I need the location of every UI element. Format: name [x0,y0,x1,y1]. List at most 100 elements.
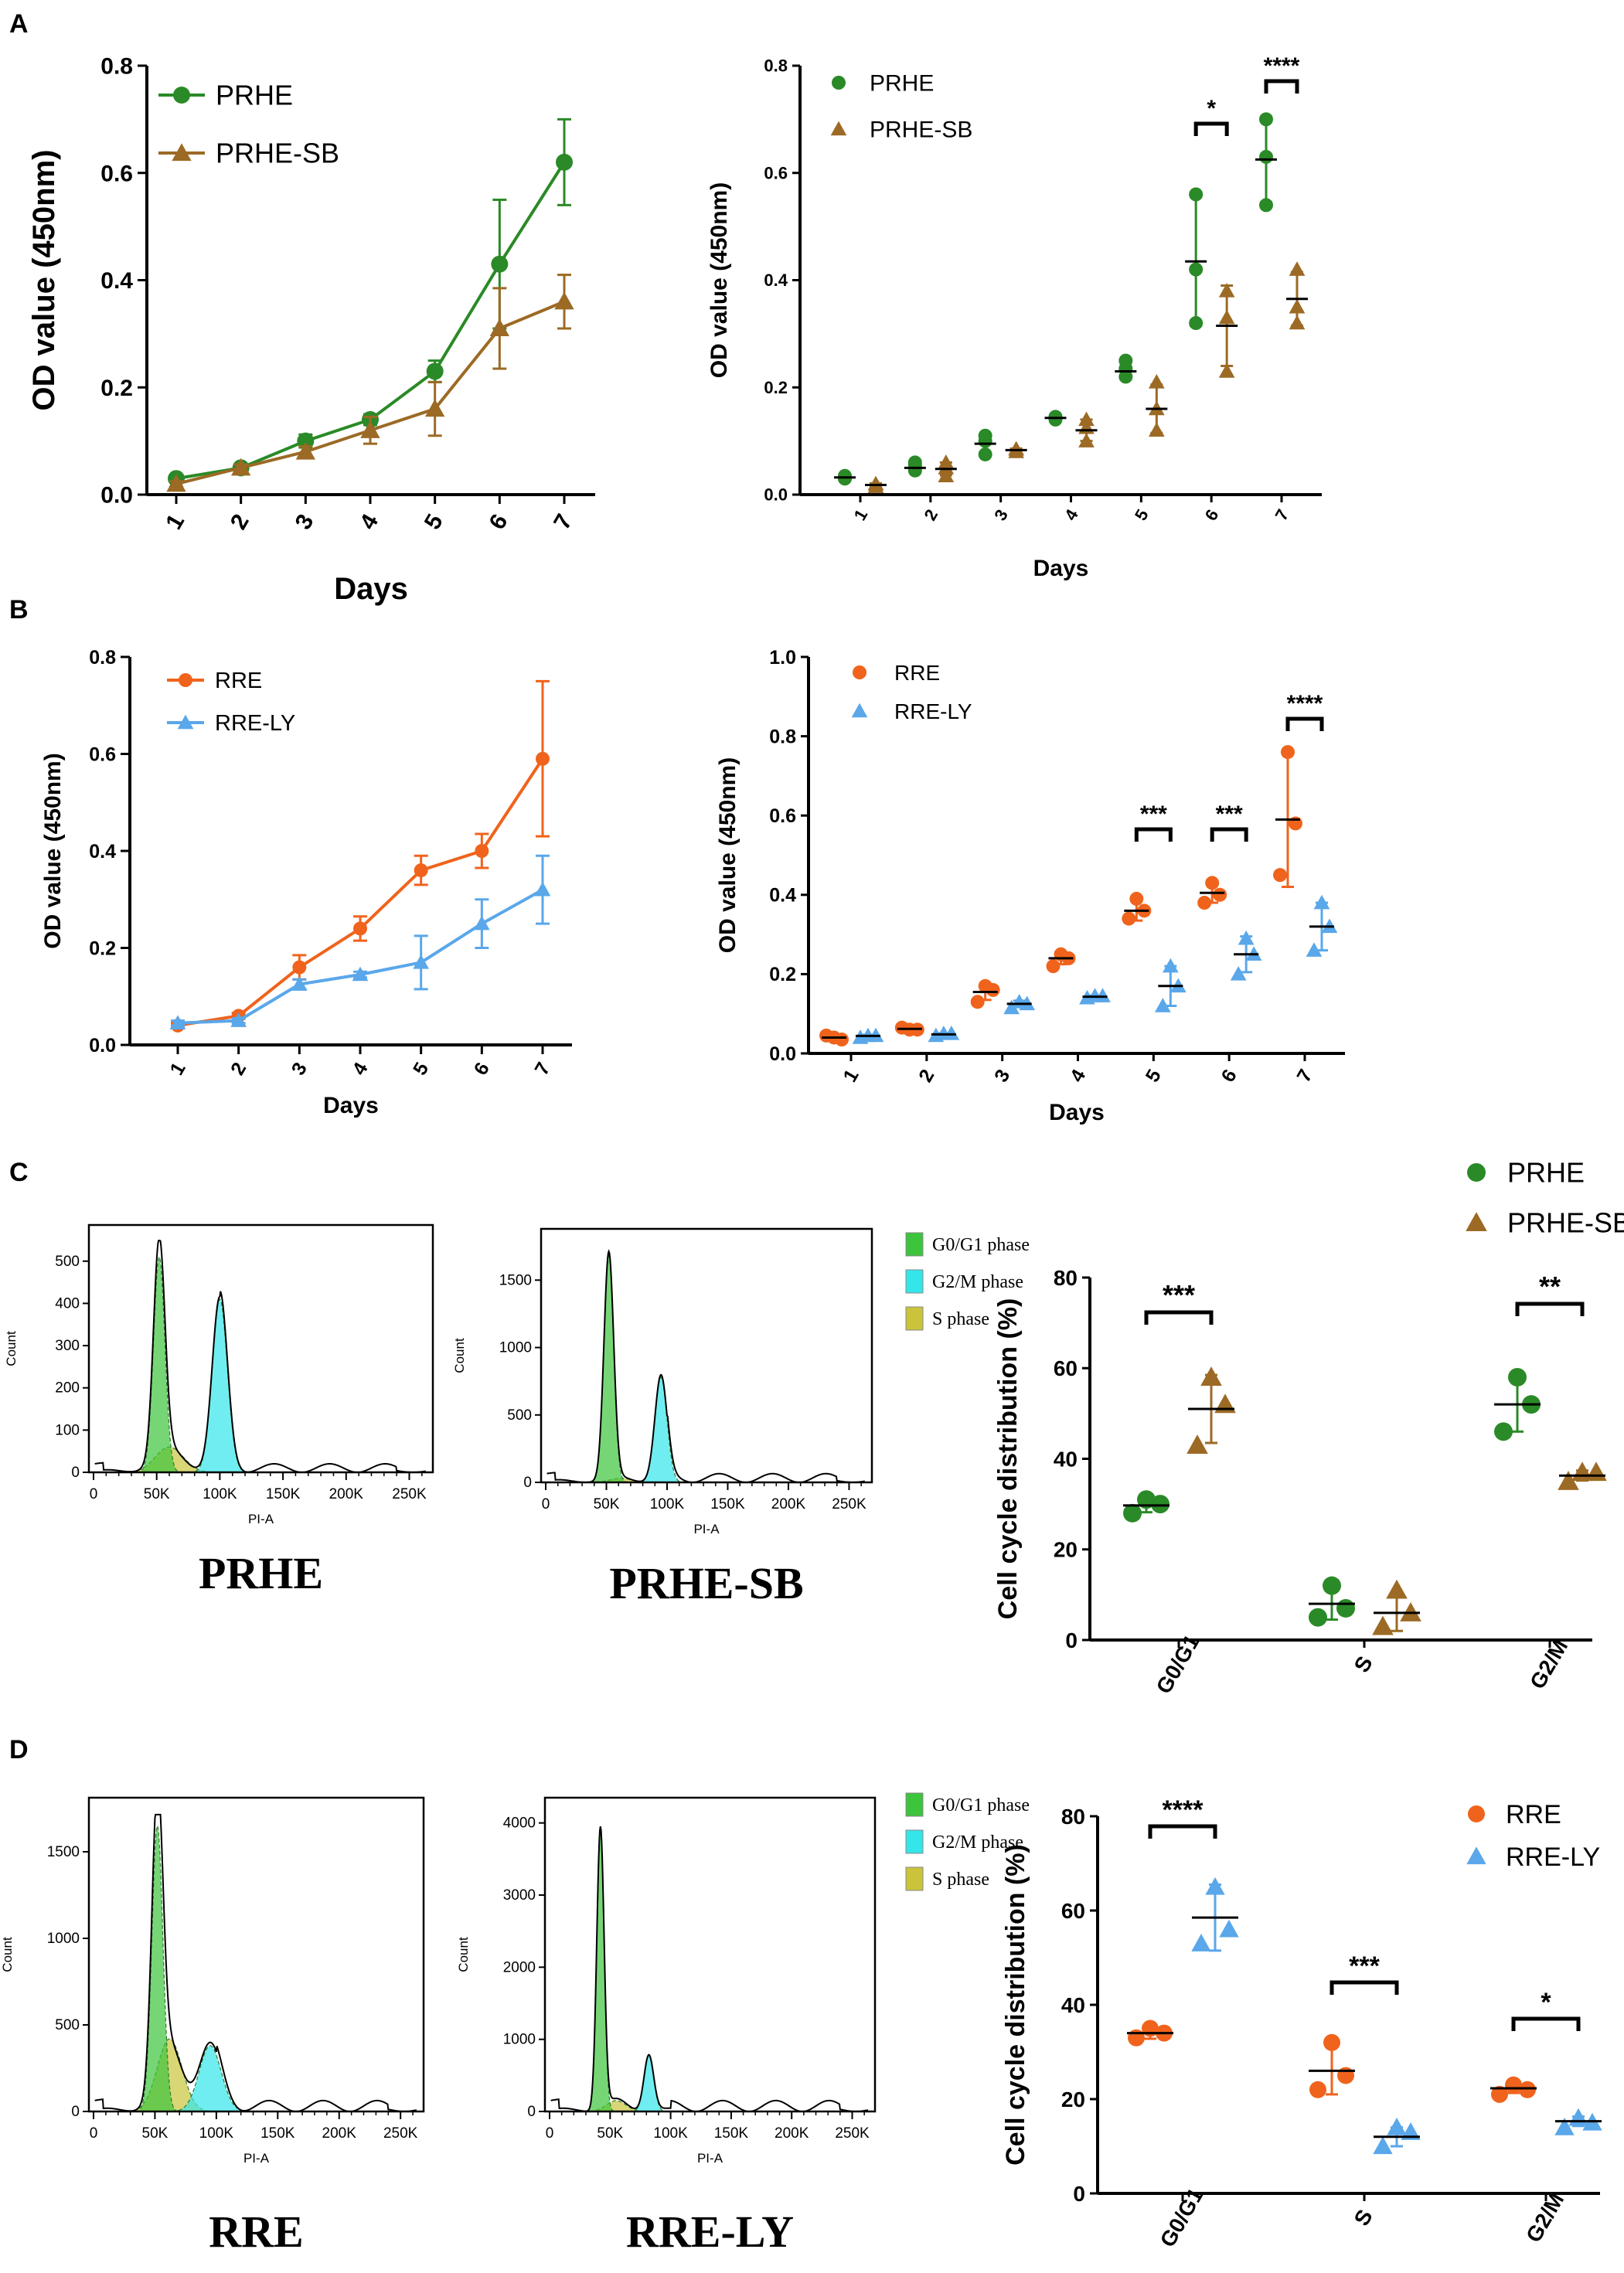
data-point [1519,2081,1536,2098]
y-tick-label: 0 [1073,2182,1085,2206]
x-tick-label: 4 [1061,505,1082,524]
x-tick-label: 3 [990,506,1012,524]
x-tick-label: G2/M [1525,1635,1572,1693]
data-point [534,881,551,897]
g2m-peak-fill [165,2045,255,2112]
x-tick-label: 250K [832,1496,866,1512]
histogram-trace [550,1826,869,2113]
x-axis-label: Days [1033,556,1089,581]
legend-label: RRE [215,669,262,693]
data-point [353,921,367,936]
data-point [554,291,574,310]
x-axis-label: PI-A [248,1512,274,1526]
y-tick-label: 0.8 [89,647,116,669]
x-tick-label: 200K [322,2125,357,2142]
legend-label: G0/G1 phase [932,1795,1030,1815]
data-point [292,960,307,975]
y-axis-label: Cell cycle distribution (%) [993,1298,1023,1620]
legend-label: PRHE-SB [870,117,972,143]
x-tick-label: 100K [650,1496,685,1512]
y-tick-label: 0.2 [769,964,796,985]
significance-bracket [1511,2016,1581,2031]
x-axis-label: Days [323,1093,379,1118]
data-point [1373,2136,1393,2155]
y-tick-label: 80 [1061,1805,1085,1829]
data-point [1259,112,1273,127]
data-point [231,458,251,476]
data-point [1219,1919,1239,1938]
x-tick-label: 5 [409,1059,433,1079]
legend-label: RRE-LY [894,699,972,723]
y-tick-label: 1500 [47,1844,80,1860]
x-tick-label: 3 [291,510,319,534]
y-tick-label: 0 [1065,1628,1078,1652]
y-tick-label: 500 [55,1254,80,1270]
data-point [556,153,573,171]
data-point [867,475,884,491]
data-point [1189,187,1204,202]
y-tick-label: 400 [55,1295,80,1312]
significance-bracket [1210,827,1248,842]
data-point [360,420,380,438]
data-point [230,1012,247,1027]
significance-label: *** [1163,1279,1195,1311]
data-point [414,863,428,878]
data-point [1148,422,1165,437]
y-tick-label: 0.6 [769,805,796,827]
y-tick-label: 1000 [503,2032,536,2048]
data-point [1151,1495,1169,1514]
data-point [1554,2117,1575,2135]
x-tick-label: 200K [775,2125,809,2142]
data-point [1323,1576,1341,1595]
data-point [1401,2122,1421,2140]
legend-swatch [905,1269,924,1294]
data-point [1306,942,1323,957]
data-point [1187,1434,1208,1454]
significance-label: ** [1539,1271,1561,1302]
data-point [1289,315,1306,330]
data-point [1491,2085,1508,2103]
chart-c-histogram-prhe-sb: 0 500 1000 1500 0 50K 100K 150K 200K 250K PI-A Coun… [452,1227,873,1608]
y-tick-label: 0.8 [100,54,133,80]
data-point [425,399,445,417]
x-tick-label: 250K [383,2125,418,2142]
x-tick-label: 2 [914,1066,938,1086]
x-tick-label: 200K [329,1486,364,1502]
y-tick-label: 0.4 [100,268,133,294]
data-point [1078,433,1095,447]
significance-bracket [1148,1824,1217,1839]
x-tick-label: 5 [1142,1066,1166,1086]
y-axis-label: OD value (450nm) [40,753,66,948]
data-point [986,982,1000,997]
x-tick-label: 7 [549,510,577,534]
data-point [1129,891,1144,906]
x-tick-label: 50K [142,2125,169,2142]
significance-bracket [1285,716,1324,731]
chart-a-scatter: 0.0 0.2 0.4 0.6 0.8 1 2 3 4 5 6 7 Days OD value (450n… [706,53,1322,581]
data-point [894,1020,909,1035]
x-tick-label: 2 [226,1059,250,1079]
data-point [907,458,922,472]
chart-d-histogram-rre-ly: 0 1000 2000 3000 4000 0 50K 100K 150K 200K 250K PI-… [456,1796,877,2257]
x-tick-label: 6 [470,1059,494,1079]
significance-label: * [1207,96,1216,121]
y-tick-label: 0 [527,2104,536,2120]
y-axis-label: OD value (450nm) [715,757,741,953]
histogram-caption: RRE-LY [626,2207,794,2257]
significance-bracket [1144,1310,1214,1325]
data-point [1387,2117,1407,2135]
x-tick-label: 7 [530,1059,554,1079]
data-point [1386,1579,1408,1599]
legend-marker [832,76,846,90]
data-point [536,751,550,766]
legend-label: PRHE-SB [216,138,339,169]
y-tick-label: 0 [523,1475,532,1491]
chart-d-histogram-rre: 0 500 1000 1500 0 50K 100K 150K 200K 250K PI-A Coun… [0,1796,425,2257]
legend-label: S phase [932,1309,989,1329]
x-tick-label: 150K [710,1496,745,1512]
data-point [1259,149,1273,164]
x-tick-label: 7 [1272,506,1293,524]
